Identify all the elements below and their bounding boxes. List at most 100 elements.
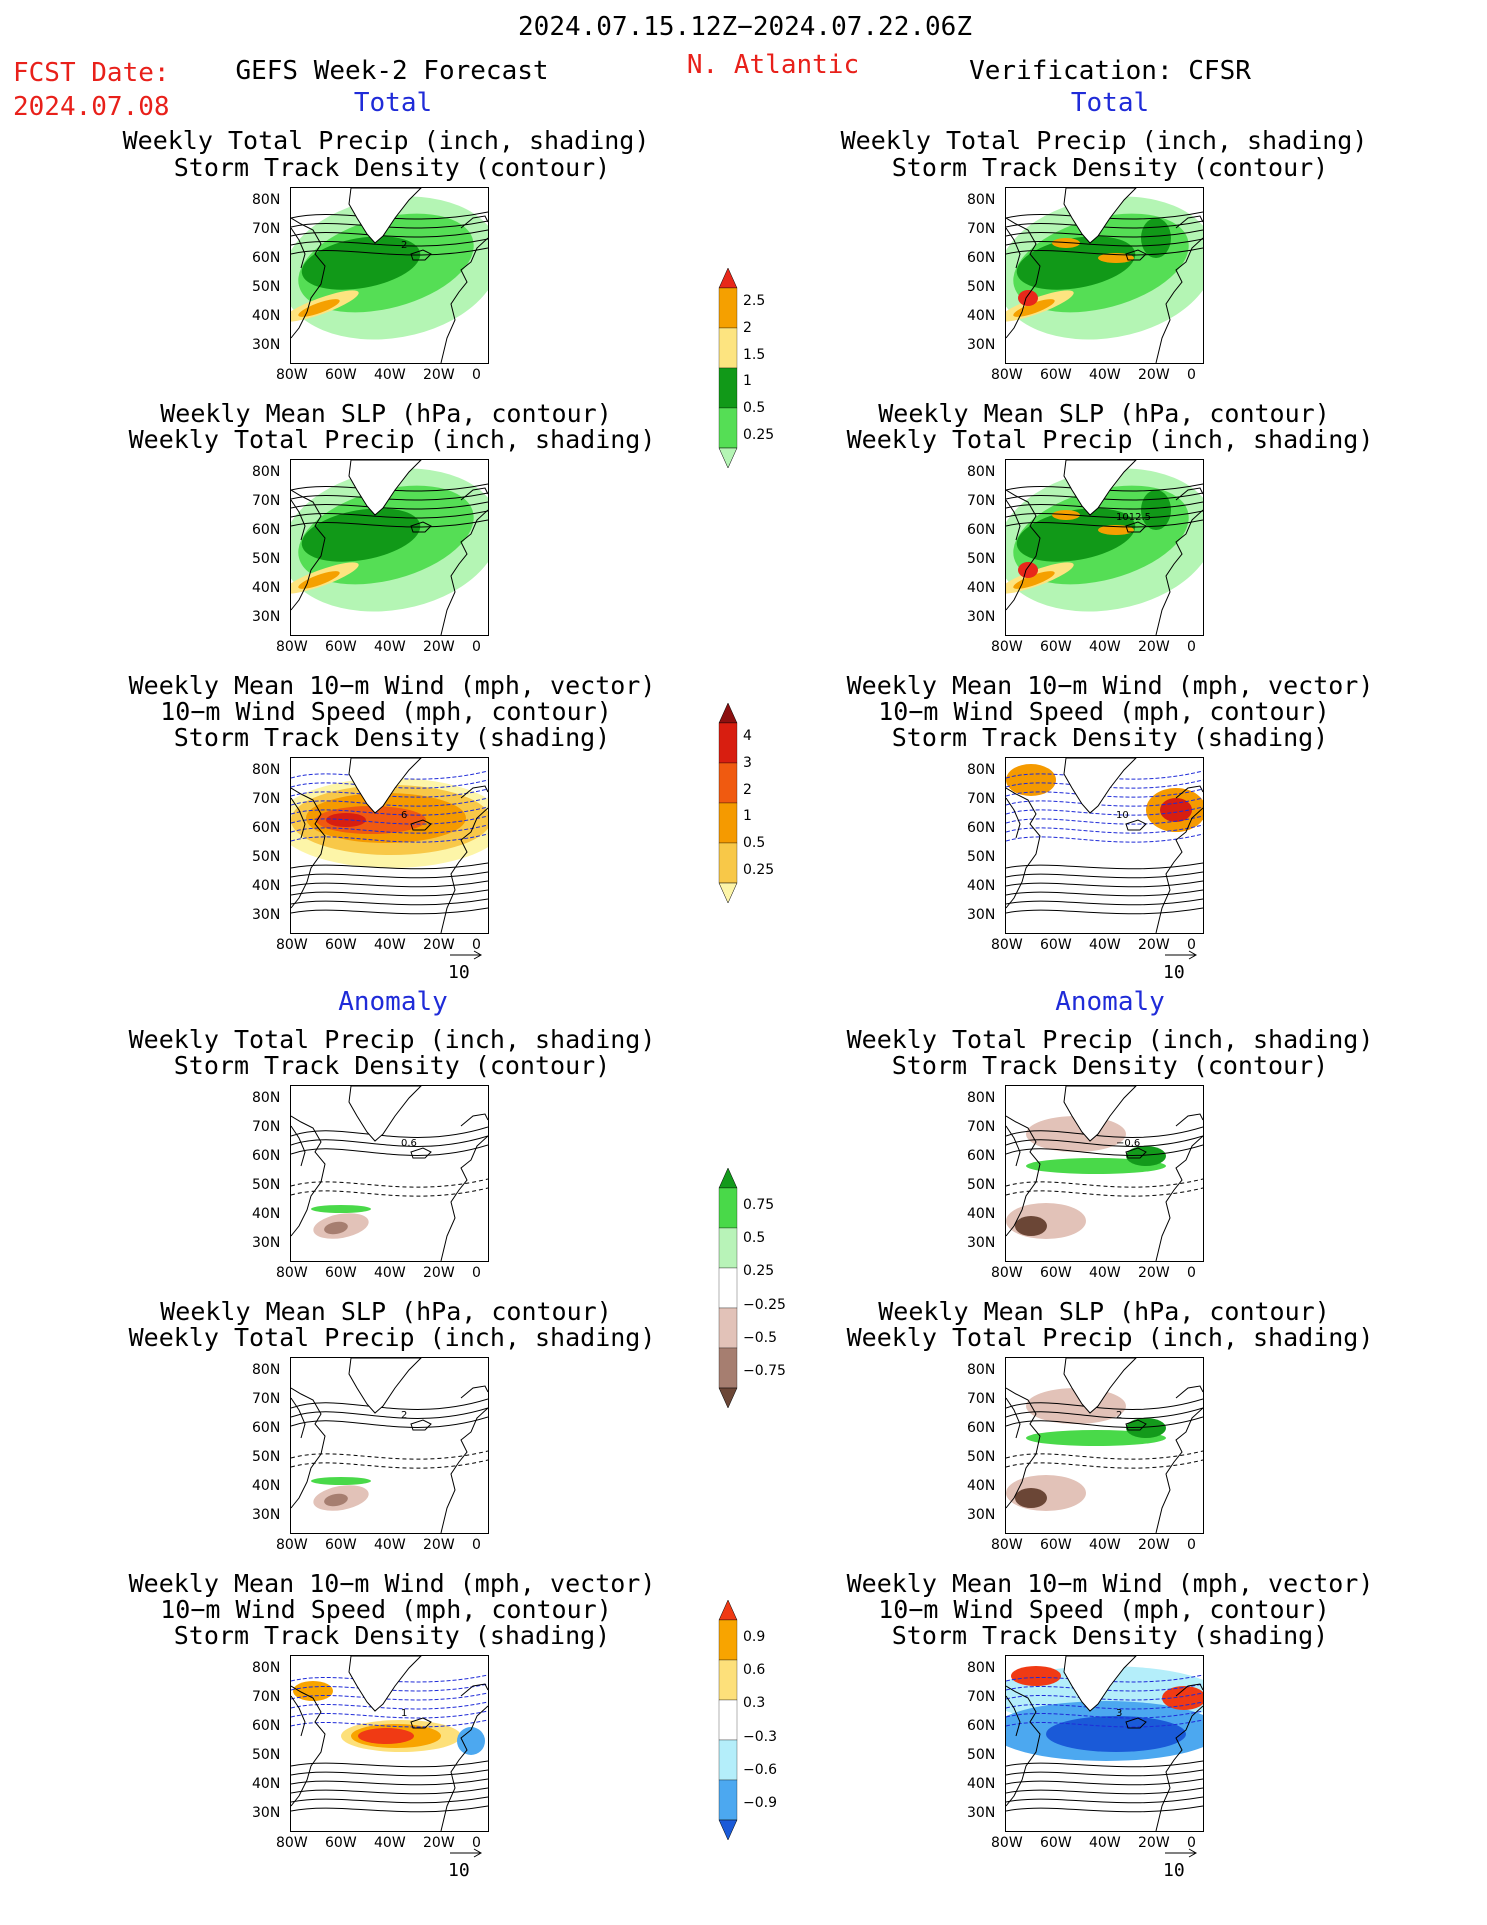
greenland-coastline [348,1086,422,1142]
wind-speed-contour [291,833,488,843]
colorbar-tick-label: 0.25 [743,426,775,443]
panel-title: Weekly Mean 10−m Wind (mph, vector) [128,671,656,700]
greenland-coastline [348,758,422,814]
wind-speed-contour [1006,824,1203,834]
wind-speed-contour [1006,907,1203,915]
panel-title: Weekly Total Precip (inch, shading) [846,1025,1374,1054]
longitude-tick-label: 0 [472,1835,481,1851]
scandinavia-coastline [1175,215,1203,229]
latitude-tick-label: 60N [967,522,996,538]
europe-africa-coastline [1155,509,1203,635]
north-america-coastline [1006,1685,1041,1807]
longitude-tick-label: 20W [423,367,455,383]
iceland-coastline [410,249,432,261]
latitude-tick-label: 40N [967,308,996,324]
latitude-tick-label: 50N [967,551,996,567]
panel-title: Weekly Mean 10−m Wind (mph, vector) [128,1569,656,1598]
wind-speed-anomaly-contour [1006,1787,1203,1795]
panel-title: Weekly Mean SLP (hPa, contour) [160,399,612,428]
europe-africa-coastline [440,237,488,363]
colorbar-segment [718,287,738,329]
wind-speed-anomaly-contour [1006,1719,1203,1728]
reference-vector-value: 10 [1163,962,1185,983]
latitude-tick-label: 40N [967,1776,996,1792]
contour-label: 2 [401,240,407,251]
anomaly-contour [291,1135,488,1147]
colorbar-segment [718,1699,738,1741]
precip-anomaly-shade-dark-brown [1015,1488,1047,1508]
colorbar-tick-label: 0.6 [743,1662,766,1678]
anomaly-contour [291,1398,488,1410]
longitude-tick-label: 40W [1089,1265,1121,1281]
total-section-label-right: Total [1070,88,1150,118]
panel-title: Weekly Total Precip (inch, shading) [128,425,656,454]
wind-speed-anomaly-contour [291,1710,488,1719]
colorbar-tick-label: 0.75 [743,1196,775,1213]
colorbar-segment [718,1387,738,1409]
panel-title: Weekly Total Precip (inch, shading) [128,1323,656,1352]
colorbar-tick-label: 4 [743,728,752,745]
colorbar-tick-label: 2.5 [743,293,766,310]
anomaly-contour [1006,1407,1203,1419]
map-forecast-total-slp-precip [290,459,489,636]
map-verification-anomaly-precip-track: −0.6 [1005,1085,1204,1262]
longitude-tick-label: 60W [1040,937,1072,953]
wind-speed-anomaly-contour [291,1769,488,1777]
longitude-tick-label: 60W [325,639,357,655]
contour-label: 2 [1116,1410,1122,1421]
anomaly-contour-negative [291,1459,488,1469]
iceland-coastline [410,1419,432,1431]
wind-speed-contour [1006,871,1203,879]
scandinavia-coastline [460,785,488,799]
anomaly-contour [291,1407,488,1419]
precip-anomaly-shade-dark-green [1126,1418,1166,1438]
track-anomaly-shade-red [1011,1666,1061,1686]
colorbar-tick-label: 3 [743,755,752,771]
longitude-tick-label: 60W [1040,1265,1072,1281]
colorbar-tick-label: 0.5 [743,1230,766,1246]
colorbar-tick-label: 0.5 [743,400,766,416]
north-america-coastline [291,787,326,909]
colorbar-segment [718,1267,738,1309]
map-canvas: 1 [291,1656,488,1831]
precip-shade-orange [1013,299,1055,317]
panel-title: Storm Track Density (contour) [173,1051,611,1080]
map-canvas [1006,188,1203,363]
precip-anomaly-shade-dark-brown [324,1493,348,1507]
longitude-tick-label: 0 [1187,367,1196,383]
longitude-tick-label: 0 [472,367,481,383]
longitude-tick-label: 60W [325,937,357,953]
panel-title: Storm Track Density (shading) [173,1621,611,1650]
map-canvas: −0.6 [1006,1086,1203,1261]
date-range-title: 2024.07.15.12Z−2024.07.22.06Z [518,12,972,42]
reference-vector-verification-total: 10 [1163,950,1198,983]
reference-vector-value: 10 [448,1860,470,1881]
colorbar-graphic [718,267,738,469]
reference-vector-value: 10 [1163,1860,1185,1881]
longitude-tick-label: 80W [991,1265,1023,1281]
greenland-coastline [348,188,422,244]
latitude-tick-label: 30N [967,609,996,625]
reference-vector-forecast-total: 10 [448,950,483,983]
scandinavia-coastline [460,1683,488,1697]
colorbar-tick-label: −0.9 [743,1795,777,1812]
latitude-tick-label: 40N [967,878,996,894]
colorbar-graphic [718,702,738,904]
latitude-tick-label: 80N [967,1362,996,1378]
latitude-tick-label: 40N [252,878,281,894]
wind-speed-contour [1006,833,1203,843]
longitude-tick-label: 20W [423,639,455,655]
north-america-coastline [1006,787,1041,909]
colorbar-segment [718,1307,738,1349]
panel-title: Weekly Mean SLP (hPa, contour) [160,1297,612,1326]
map-canvas: 1012.5 [1006,460,1203,635]
colorbar-segment [718,842,738,884]
latitude-tick-label: 60N [967,250,996,266]
colorbar-tick-label: 2 [743,781,752,798]
panel-title: Weekly Mean 10−m Wind (mph, vector) [846,1569,1374,1598]
map-verification-total-wind-track: 10 [1005,757,1204,934]
panel-title: Storm Track Density (contour) [173,153,611,182]
map-verification-anomaly-wind-track: 3 [1005,1655,1204,1832]
latitude-tick-label: 60N [252,1420,281,1436]
north-america-coastline [291,1387,326,1509]
